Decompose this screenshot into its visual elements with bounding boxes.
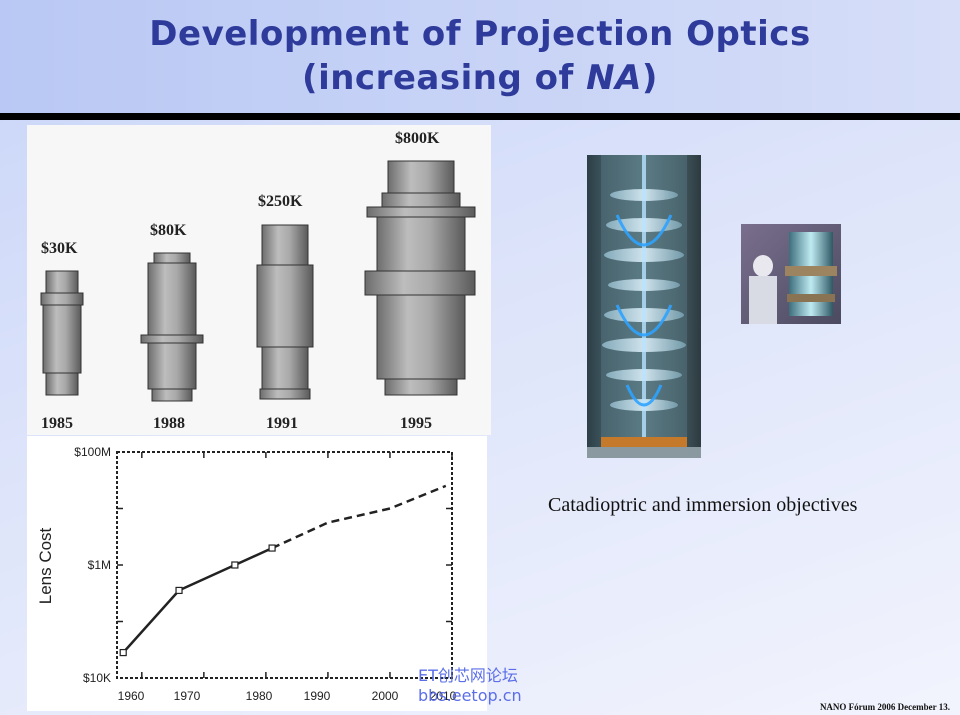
series-projected-line: [271, 484, 447, 550]
x-tick-label-1970: 1970: [174, 689, 201, 703]
axis-ticks: [117, 452, 453, 678]
objectives-caption: Catadioptric and immersion objectives: [548, 494, 858, 516]
subtitle-emphasis: NA: [586, 58, 642, 98]
x-tick-label-1980: 1980: [246, 689, 273, 703]
y-tick-label-10k: $10K: [83, 671, 111, 685]
lens-1988-year: 1988: [153, 415, 185, 432]
lens-1988: [140, 252, 204, 402]
lens-1995-year: 1995: [400, 415, 432, 432]
subtitle-prefix: (increasing of: [302, 58, 587, 98]
x-tick-label-1990: 1990: [304, 689, 331, 703]
y-tick-label-100m: $100M: [74, 445, 111, 459]
slide-title: Development of Projection Optics: [149, 14, 811, 54]
lens-1991-year: 1991: [266, 415, 298, 432]
watermark-line-1: ET创芯网论坛: [418, 666, 518, 685]
lens-1991-price: $250K: [258, 193, 303, 210]
lens-1995: [364, 160, 476, 396]
title-bar: Development of Projection Optics (increa…: [0, 0, 960, 113]
title-divider: [0, 113, 960, 120]
x-tick-label-1960: 1960: [118, 689, 145, 703]
immersion-objective-photo: [741, 224, 841, 324]
y-tick-label-1m: $1M: [88, 558, 111, 572]
data-point-marker: [231, 561, 239, 569]
catadioptric-objective-photo: [587, 155, 701, 458]
footer-note: NANO Fórum 2006 December 13.: [819, 702, 950, 712]
lens-1985: [40, 270, 84, 396]
watermark-line-2: bbs.eetop.cn: [418, 686, 522, 705]
subtitle-suffix: ): [641, 58, 658, 98]
data-point-marker: [268, 544, 276, 552]
series-actual-line: [122, 546, 273, 654]
lens-1985-price: $30K: [41, 240, 78, 257]
data-point-marker: [119, 648, 127, 657]
watermark: ET创芯网论坛 bbs.eetop.cn: [418, 666, 558, 706]
lens-evolution-figure: $30K $80K $250K $800K 1985 1988 1991 199…: [27, 125, 491, 435]
lens-1988-price: $80K: [150, 222, 187, 239]
lens-cost-chart: Lens Cost $10K $1M $100M 1960 1970 1980 …: [27, 436, 487, 711]
data-point-marker: [175, 586, 183, 595]
x-tick-label-2010: 2010: [430, 689, 457, 703]
lens-1991: [256, 224, 314, 400]
slide-subtitle: (increasing of NA): [0, 58, 960, 98]
plot-frame: [116, 451, 453, 679]
lens-1995-price: $800K: [395, 130, 440, 147]
lens-1985-year: 1985: [41, 415, 73, 432]
y-axis-label: Lens Cost: [36, 527, 55, 604]
x-tick-label-2000: 2000: [372, 689, 399, 703]
